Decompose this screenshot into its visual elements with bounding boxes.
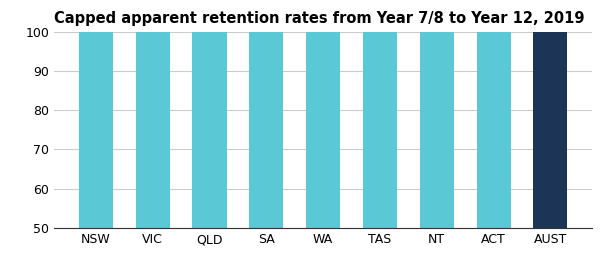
Bar xyxy=(420,15,454,228)
Bar xyxy=(249,0,283,228)
Text: Capped apparent retention rates from Year 7/8 to Year 12, 2019: Capped apparent retention rates from Yea… xyxy=(54,11,585,26)
Bar xyxy=(306,0,340,228)
Bar xyxy=(193,0,226,228)
Bar xyxy=(79,0,113,228)
Bar xyxy=(363,0,397,228)
Bar xyxy=(533,0,568,228)
Bar xyxy=(477,0,510,228)
Bar xyxy=(136,0,170,228)
